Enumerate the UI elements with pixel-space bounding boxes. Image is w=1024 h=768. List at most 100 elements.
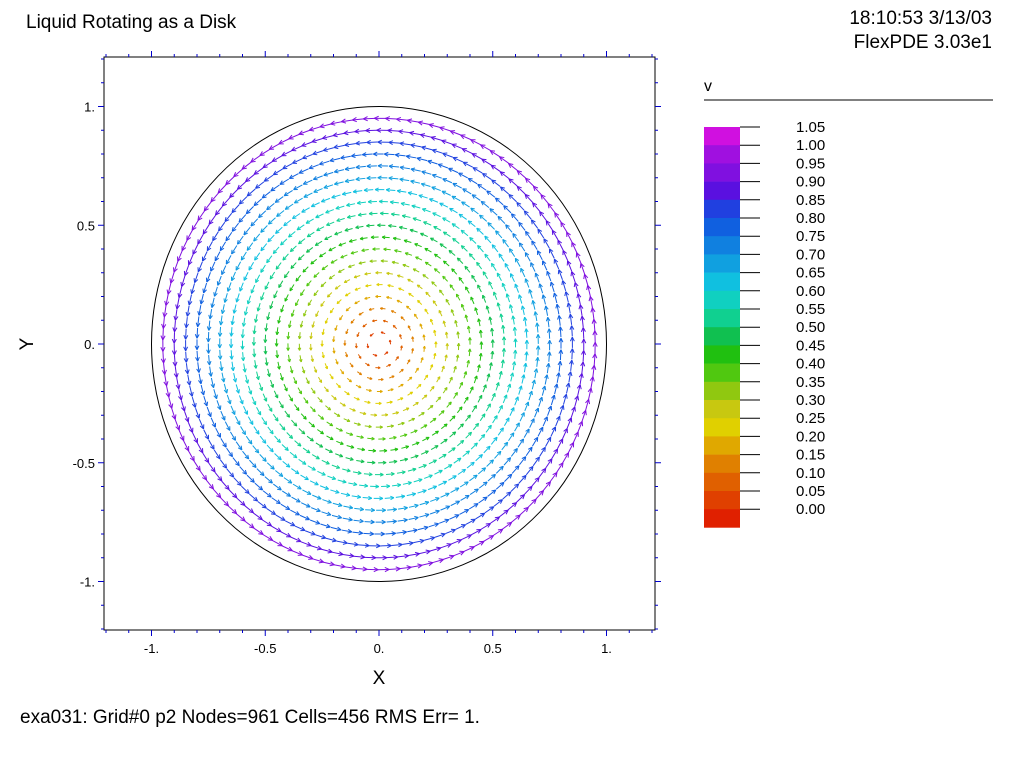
vector-arrow	[484, 235, 492, 244]
vector-arrow	[337, 479, 347, 484]
vector-arrow	[407, 278, 414, 283]
vector-arrow	[321, 459, 330, 465]
vector-arrow	[213, 286, 218, 297]
vector-arrow	[298, 458, 307, 465]
vector-arrow	[323, 171, 334, 177]
vector-arrow	[345, 457, 354, 461]
vector-arrow	[531, 379, 536, 390]
vector-arrow	[306, 435, 314, 442]
vector-arrow	[386, 364, 392, 368]
vector-arrow	[364, 519, 375, 525]
vector-arrow	[366, 175, 377, 181]
vector-arrow	[450, 539, 462, 545]
vector-arrow	[477, 183, 487, 191]
vector-arrow	[199, 293, 205, 305]
vector-arrow	[218, 221, 226, 232]
vector-arrow	[310, 355, 315, 362]
vector-arrow	[578, 304, 584, 316]
vector-arrow	[266, 444, 274, 453]
vector-arrow	[306, 280, 312, 287]
vector-arrow	[466, 325, 471, 334]
vector-arrow	[334, 284, 341, 290]
vector-arrow	[270, 184, 280, 192]
vector-arrow	[323, 386, 329, 393]
vector-arrow	[214, 471, 223, 482]
vector-arrow	[252, 512, 263, 521]
vector-arrow	[217, 349, 223, 360]
vector-arrow	[365, 284, 372, 288]
vector-arrow	[434, 532, 446, 538]
legend-label: 0.95	[796, 155, 825, 172]
vector-arrow	[421, 170, 432, 175]
vector-arrow	[223, 293, 228, 303]
vector-arrow	[495, 481, 505, 490]
vector-arrow	[282, 163, 293, 170]
vector-arrow	[524, 485, 533, 495]
vector-arrow	[536, 250, 543, 261]
vector-arrow	[231, 222, 239, 232]
vector-arrow	[343, 130, 355, 136]
vector-arrow	[208, 462, 216, 473]
vector-arrow	[273, 290, 278, 299]
vector-arrow	[441, 139, 453, 145]
vector-arrow	[433, 225, 442, 231]
vector-arrow	[545, 363, 551, 374]
vector-arrow	[493, 291, 498, 300]
vector-arrow	[420, 182, 431, 187]
vector-arrow	[311, 138, 323, 144]
vector-arrow	[531, 300, 536, 310]
vector-arrow	[264, 281, 270, 290]
vector-arrow	[309, 480, 319, 486]
vector-arrow	[407, 376, 413, 382]
vector-arrow	[212, 488, 222, 499]
vector-arrow	[261, 191, 271, 199]
vector-arrow	[270, 379, 275, 388]
vector-arrow	[178, 429, 185, 441]
vector-arrow	[553, 383, 559, 395]
vector-arrow	[522, 316, 528, 327]
vector-arrow	[291, 468, 300, 475]
vector-arrow	[490, 327, 495, 337]
vector-arrow	[382, 319, 389, 323]
vector-arrow	[478, 329, 483, 338]
vector-arrow	[328, 246, 336, 252]
vector-arrow	[274, 435, 281, 444]
vector-arrow	[455, 293, 461, 301]
vector-arrow	[319, 123, 332, 129]
vector-arrow	[261, 519, 272, 527]
vector-arrow	[271, 525, 282, 533]
vector-arrow	[477, 364, 481, 373]
vector-arrow	[530, 262, 536, 272]
legend-swatch	[704, 381, 740, 401]
vector-arrow	[488, 316, 493, 325]
vector-arrow	[333, 563, 346, 569]
vector-arrow	[229, 327, 234, 337]
vector-arrow	[262, 393, 268, 402]
vector-arrow	[205, 272, 211, 283]
legend-swatch	[704, 345, 740, 364]
vector-arrow	[438, 480, 448, 486]
vector-arrow	[378, 199, 388, 204]
vector-arrow	[321, 328, 325, 336]
vector-arrow	[229, 189, 238, 198]
vector-arrow	[232, 304, 237, 314]
vector-arrow	[242, 450, 250, 460]
vector-arrow	[293, 376, 298, 385]
vector-arrow	[317, 414, 325, 420]
vector-arrow	[375, 555, 388, 561]
vector-arrow	[496, 272, 502, 281]
vector-arrow	[476, 261, 483, 270]
vector-arrow	[384, 495, 395, 501]
vector-arrow	[553, 258, 560, 270]
vector-arrow	[487, 473, 496, 482]
vector-arrow	[206, 331, 211, 343]
vector-arrow	[197, 234, 204, 245]
vector-arrow	[421, 208, 431, 213]
vector-arrow	[324, 363, 329, 370]
vector-arrow	[381, 484, 391, 489]
vector-arrow	[368, 448, 377, 453]
vector-arrow	[552, 292, 558, 304]
vector-arrow	[290, 262, 297, 270]
vector-arrow	[559, 404, 565, 416]
vector-arrow	[411, 348, 415, 354]
